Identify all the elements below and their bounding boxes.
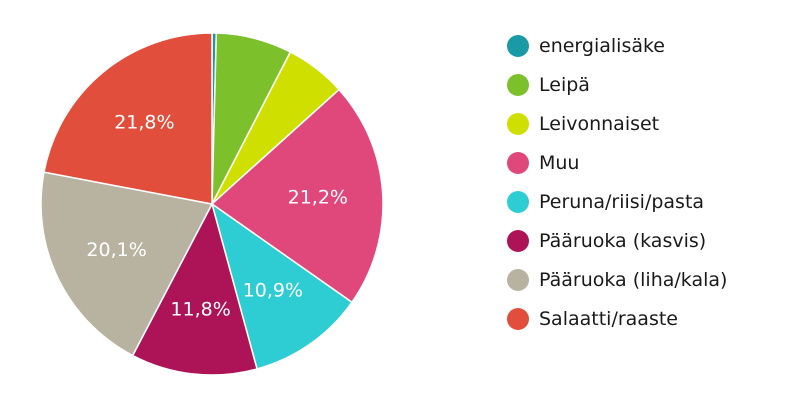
legend-item: Leipä [507,74,590,96]
pie-slice-labels: 21,2% 10,9% 11,8% 20,1% 21,8% [86,111,348,320]
legend-color-swatch [507,74,529,96]
legend-label: Salaatti/raaste [539,308,678,330]
legend-label: Pääruoka (kasvis) [539,230,706,252]
pie-slice-paaruoka-liha-kala [40,171,213,357]
pie-slice-salaatti-raaste [43,32,213,205]
legend-label: Muu [539,152,579,174]
pie-slices [40,32,384,376]
legend-item: Pääruoka (liha/kala) [507,269,727,291]
legend-label: energialisäke [539,35,665,57]
pie-slice-peruna-riisi-pasta [211,203,353,370]
slice-data-label: 21,8% [114,111,174,133]
legend-item: energialisäke [507,35,665,57]
legend-label: Peruna/riisi/pasta [539,191,704,213]
slice-data-label: 10,9% [243,280,303,302]
legend-color-swatch [507,191,529,213]
legend-color-swatch [507,230,529,252]
legend-color-swatch [507,35,529,57]
legend-label: Leipä [539,74,590,96]
slice-data-label: 20,1% [86,239,146,261]
legend-item: Muu [507,152,579,174]
legend-color-swatch [507,113,529,135]
slice-data-label: 21,2% [288,187,348,209]
legend-color-swatch [507,269,529,291]
legend-item: Salaatti/raaste [507,308,678,330]
legend-item: Peruna/riisi/pasta [507,191,704,213]
slice-data-label: 11,8% [170,298,230,320]
legend-label: Leivonnaiset [539,113,659,135]
legend-item: Pääruoka (kasvis) [507,230,706,252]
pie-slice-muu [211,88,384,304]
legend-color-swatch [507,308,529,330]
chart-legend: energialisäke Leipä Leivonnaiset Muu Peruna/… [507,35,727,330]
legend-color-swatch [507,152,529,174]
legend-label: Pääruoka (liha/kala) [539,269,727,291]
legend-item: Leivonnaiset [507,113,659,135]
pie-slice-paaruoka-kasvis [131,203,258,376]
